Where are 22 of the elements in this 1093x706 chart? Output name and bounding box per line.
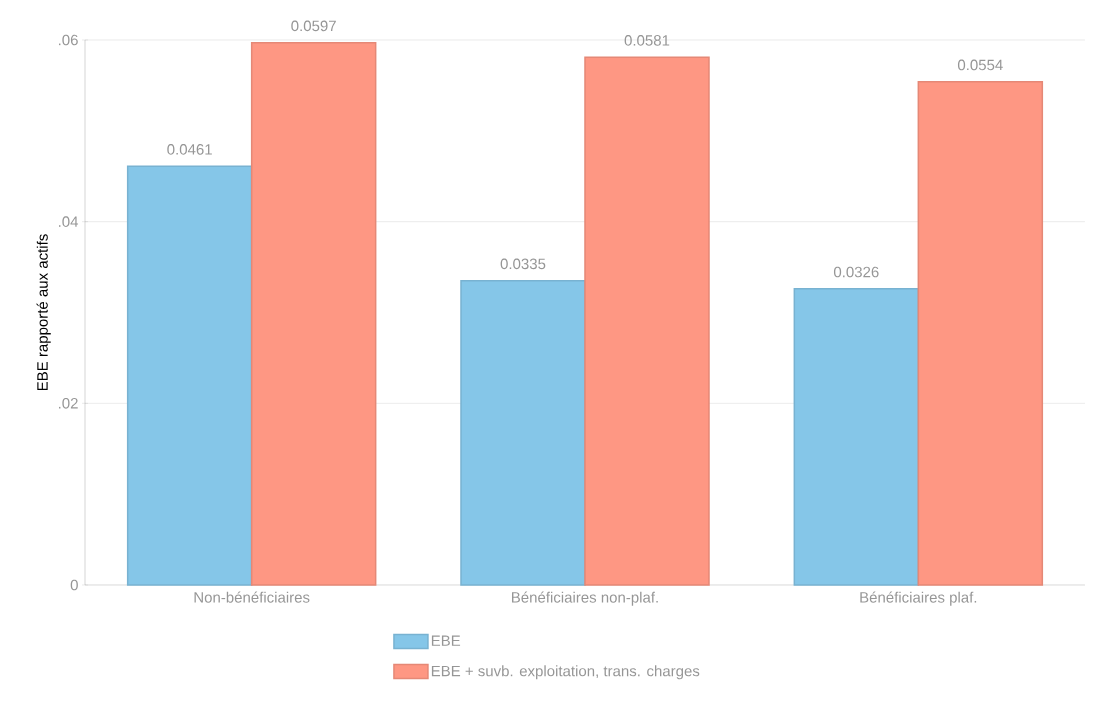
data-label: 0.0554 bbox=[957, 59, 1003, 71]
bar bbox=[126, 165, 253, 586]
y-tick-label: 0 bbox=[70, 579, 78, 591]
y-axis-title: EBE rapporté aux actifs bbox=[36, 234, 51, 391]
x-tick-label: Non-bénéficiaires bbox=[194, 591, 310, 603]
bar bbox=[793, 288, 920, 586]
bar bbox=[250, 41, 377, 586]
bar bbox=[460, 279, 586, 586]
y-tick-label: .04 bbox=[58, 216, 79, 227]
data-label: 0.0335 bbox=[500, 258, 546, 270]
bar bbox=[584, 56, 710, 586]
data-label: 0.0597 bbox=[291, 20, 336, 32]
legend-label: EBE bbox=[431, 635, 461, 646]
data-label: 0.0581 bbox=[624, 35, 670, 46]
legend-label: EBE + suvb. exploitation, trans. charges bbox=[431, 665, 700, 680]
y-tick-label: .06 bbox=[58, 34, 78, 46]
x-tick-label: Bénéficiaires plaf. bbox=[860, 591, 977, 606]
bar bbox=[917, 81, 1044, 586]
y-tick-label: .02 bbox=[58, 398, 78, 409]
data-label: 0.0326 bbox=[833, 266, 879, 278]
x-tick-label: Bénéficiaires non-plaf. bbox=[512, 591, 658, 606]
data-label: 0.0461 bbox=[167, 144, 212, 155]
